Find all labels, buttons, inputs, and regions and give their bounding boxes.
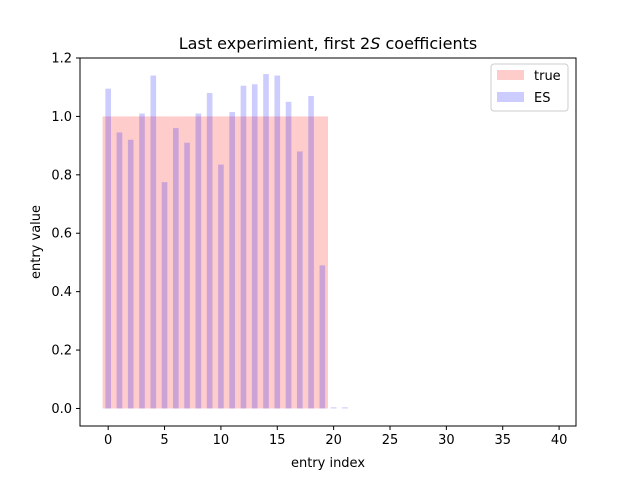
x-axis-label: entry index xyxy=(291,456,365,471)
es-bar xyxy=(150,75,157,409)
true-bar xyxy=(316,116,328,409)
es-bar xyxy=(184,142,190,409)
legend: true ES xyxy=(490,63,569,112)
true-bar xyxy=(136,116,148,409)
x-tick-label: 25 xyxy=(382,433,399,448)
es-bar xyxy=(308,95,314,409)
true-bar xyxy=(192,116,204,409)
true-bar xyxy=(237,116,250,409)
true-bar xyxy=(181,116,193,409)
plot-frame xyxy=(79,57,577,427)
es-bar xyxy=(127,139,134,409)
true-bar xyxy=(204,116,216,409)
es-bar xyxy=(342,407,348,409)
y-tick-label: 0.6 xyxy=(51,227,72,242)
true-bar xyxy=(249,116,261,409)
true-bar xyxy=(282,116,295,409)
es-bar xyxy=(319,265,326,409)
true-bar xyxy=(226,116,238,409)
true-bar xyxy=(102,116,114,409)
title-part-3: coefficients xyxy=(380,34,477,53)
es-bar xyxy=(218,164,224,409)
es-bar xyxy=(139,113,145,409)
es-bar xyxy=(173,128,179,409)
true-bar xyxy=(271,116,283,409)
es-series-bars xyxy=(105,74,348,409)
true-bar xyxy=(158,116,171,409)
es-bar xyxy=(285,101,292,409)
es-bar xyxy=(229,112,235,409)
y-tick-label: 0.8 xyxy=(51,168,72,183)
title-part-italic: S xyxy=(370,34,380,53)
title-part-1: Last experimient, first 2 xyxy=(179,34,370,53)
es-bar xyxy=(274,75,281,409)
x-tick-label: 35 xyxy=(494,433,511,448)
legend-label-true: true xyxy=(534,69,561,84)
y-tick-label: 0.2 xyxy=(51,344,72,359)
true-bar xyxy=(170,116,182,409)
es-bar xyxy=(116,132,123,409)
true-bar xyxy=(113,116,126,409)
es-bar xyxy=(195,113,202,409)
true-bar xyxy=(260,116,272,409)
true-bar xyxy=(294,116,306,409)
es-bar xyxy=(206,93,213,409)
es-bar xyxy=(330,407,337,409)
legend-swatch-true xyxy=(497,70,524,80)
y-tick-label: 0.4 xyxy=(51,285,72,300)
x-tick-label: 40 xyxy=(551,433,568,448)
true-bar xyxy=(125,116,137,409)
x-tick-label: 30 xyxy=(438,433,455,448)
x-tick-label: 5 xyxy=(160,433,168,448)
es-bar xyxy=(240,85,247,409)
legend-box xyxy=(490,63,569,112)
y-tick-label: 1.2 xyxy=(51,52,72,67)
x-tick-label: 0 xyxy=(104,433,112,448)
x-tick-label: 20 xyxy=(325,433,342,448)
legend-swatch-es xyxy=(497,92,524,102)
chart-title: Last experimient, first 2S coefficients xyxy=(179,34,477,53)
true-series-bars xyxy=(102,116,328,409)
legend-label-es: ES xyxy=(534,91,550,106)
es-bar xyxy=(263,74,269,409)
es-bar xyxy=(297,151,303,409)
y-tick-label: 1.0 xyxy=(51,110,72,125)
es-bar xyxy=(105,88,111,409)
x-axis-ticks: 0 5 10 15 20 25 30 35 40 xyxy=(104,426,567,448)
true-bar xyxy=(215,116,227,409)
es-bar xyxy=(161,182,168,409)
y-axis-label: entry value xyxy=(29,205,44,279)
x-tick-label: 15 xyxy=(269,433,286,448)
true-bar xyxy=(147,116,159,409)
y-tick-label: 0.0 xyxy=(51,402,72,417)
y-axis-ticks: 0.0 0.2 0.4 0.6 0.8 1.0 1.2 xyxy=(51,52,80,417)
x-tick-label: 10 xyxy=(213,433,230,448)
es-bar xyxy=(251,84,258,409)
true-bar xyxy=(305,116,317,409)
